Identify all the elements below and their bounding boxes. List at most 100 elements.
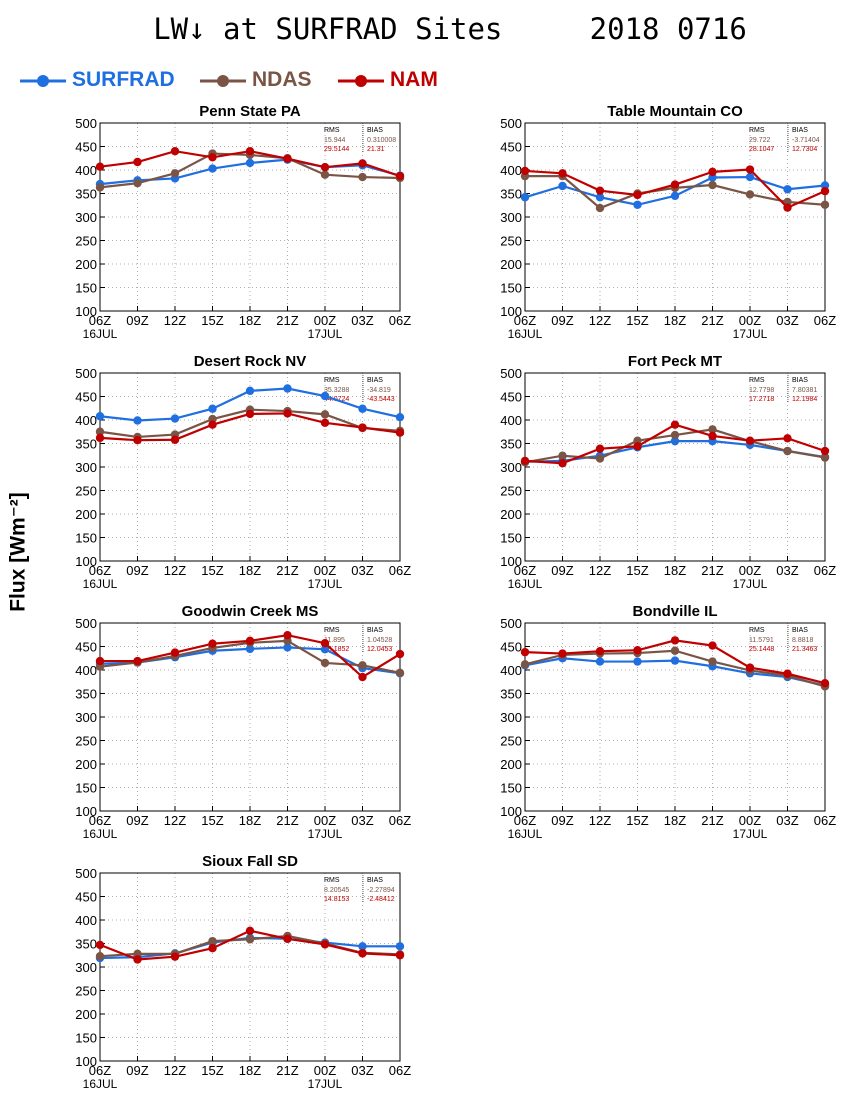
data-point-surfrad bbox=[133, 416, 142, 425]
chart-title: Goodwin Creek MS bbox=[182, 603, 319, 620]
data-point-nam bbox=[520, 647, 530, 657]
data-point-surfrad bbox=[358, 942, 367, 951]
x-tick-label: 15Z bbox=[201, 813, 223, 828]
x-tick-label: 03Z bbox=[776, 563, 798, 578]
x-tick-label: 21Z bbox=[276, 563, 298, 578]
chart-panel-5: Bondville IL 100 150 200 250 300 350 400 450 500 0… bbox=[500, 603, 836, 841]
y-tick-label: 350 bbox=[500, 187, 522, 202]
x-tick-label: 15Z bbox=[201, 313, 223, 328]
x-tick-label: 00Z bbox=[739, 313, 761, 328]
x-tick-label: 12Z bbox=[589, 313, 611, 328]
data-point-surfrad bbox=[95, 412, 105, 421]
data-point-ndas bbox=[783, 446, 792, 456]
legend-label-nam: NAM bbox=[390, 68, 438, 91]
data-point-ndas bbox=[558, 451, 567, 460]
y-tick-label: 200 bbox=[75, 257, 97, 272]
data-point-nam bbox=[745, 663, 755, 672]
data-point-surfrad bbox=[745, 172, 755, 182]
stats-header-rms: RMS bbox=[324, 377, 340, 384]
chart-panel-0: Penn State PA 100 150 200 250 300 350 400 450 500… bbox=[75, 103, 411, 341]
data-point-surfrad bbox=[320, 391, 330, 401]
x-date-label: 16JUL bbox=[508, 327, 543, 341]
y-tick-label: 100 bbox=[500, 554, 522, 569]
data-point-nam bbox=[208, 944, 217, 953]
y-tick-label: 300 bbox=[500, 710, 522, 725]
data-point-ndas bbox=[708, 657, 717, 666]
y-tick-label: 150 bbox=[75, 281, 97, 296]
data-point-surfrad bbox=[670, 436, 680, 446]
x-date-label: 17JUL bbox=[308, 577, 343, 591]
y-tick-label: 300 bbox=[500, 460, 522, 475]
chart-title: Desert Rock NV bbox=[194, 353, 307, 370]
data-point-nam bbox=[208, 153, 217, 162]
y-tick-label: 200 bbox=[500, 507, 522, 522]
data-point-surfrad bbox=[320, 645, 330, 654]
data-point-nam bbox=[133, 955, 142, 964]
stats-bias-value: 12.7304 bbox=[792, 146, 817, 153]
y-tick-label: 100 bbox=[500, 804, 522, 819]
data-point-ndas bbox=[395, 668, 405, 678]
x-tick-label: 06Z bbox=[514, 313, 536, 328]
data-point-surfrad bbox=[358, 404, 367, 413]
y-tick-label: 500 bbox=[500, 616, 522, 631]
y-tick-label: 250 bbox=[75, 734, 97, 749]
y-tick-label: 150 bbox=[75, 531, 97, 546]
y-tick-label: 250 bbox=[75, 484, 97, 499]
x-tick-label: 18Z bbox=[664, 313, 686, 328]
y-tick-label: 350 bbox=[75, 937, 97, 952]
y-tick-label: 200 bbox=[75, 507, 97, 522]
y-tick-label: 250 bbox=[500, 734, 522, 749]
y-tick-label: 350 bbox=[75, 437, 97, 452]
data-point-nam bbox=[670, 180, 680, 189]
data-point-ndas bbox=[358, 172, 367, 182]
x-tick-label: 06Z bbox=[514, 813, 536, 828]
stats-rms-value: 35.3288 bbox=[324, 387, 349, 394]
stats-bias-value: -34.819 bbox=[367, 387, 391, 394]
data-point-nam bbox=[395, 951, 405, 960]
data-point-surfrad bbox=[670, 656, 680, 665]
x-tick-label: 21Z bbox=[276, 1063, 298, 1078]
x-tick-label: 18Z bbox=[239, 563, 261, 578]
x-tick-label: 12Z bbox=[589, 813, 611, 828]
data-point-nam bbox=[283, 154, 292, 163]
chart-panel-3: Fort Peck MT 100 150 200 250 300 350 400 450 500 0… bbox=[500, 353, 836, 591]
y-tick-label: 300 bbox=[75, 710, 97, 725]
data-point-nam bbox=[320, 940, 330, 949]
x-tick-label: 21Z bbox=[701, 313, 723, 328]
stats-rms-value: 17.2718 bbox=[749, 396, 774, 403]
stats-header-bias: BIAS bbox=[792, 127, 808, 134]
data-point-nam bbox=[595, 647, 605, 656]
series-line-ndas bbox=[524, 649, 826, 688]
x-date-label: 16JUL bbox=[508, 827, 543, 841]
x-tick-label: 03Z bbox=[351, 813, 373, 828]
data-point-ndas bbox=[820, 200, 830, 209]
data-point-nam bbox=[208, 420, 217, 429]
x-date-label: 17JUL bbox=[733, 827, 768, 841]
stats-rms-value: 29.722 bbox=[749, 137, 771, 144]
y-tick-label: 250 bbox=[75, 984, 97, 999]
x-tick-label: 06Z bbox=[89, 813, 111, 828]
data-point-nam bbox=[170, 147, 180, 156]
stats-header-bias: BIAS bbox=[367, 627, 383, 634]
x-tick-label: 06Z bbox=[389, 813, 411, 828]
data-point-ndas bbox=[95, 183, 105, 192]
x-tick-label: 21Z bbox=[276, 813, 298, 828]
y-tick-label: 150 bbox=[75, 1031, 97, 1046]
stats-rms-value: 11.895 bbox=[324, 637, 345, 644]
y-tick-label: 450 bbox=[500, 640, 522, 655]
x-tick-label: 03Z bbox=[351, 313, 373, 328]
data-point-ndas bbox=[208, 936, 217, 946]
stats-rms-value: 25.1448 bbox=[749, 646, 774, 653]
x-tick-label: 09Z bbox=[126, 813, 148, 828]
data-point-nam bbox=[745, 165, 755, 174]
data-point-surfrad bbox=[283, 643, 292, 652]
data-point-nam bbox=[358, 949, 367, 958]
data-point-nam bbox=[170, 435, 180, 444]
y-tick-label: 250 bbox=[500, 234, 522, 249]
y-tick-label: 500 bbox=[75, 116, 97, 131]
data-point-nam bbox=[820, 186, 830, 196]
data-point-nam bbox=[358, 423, 367, 432]
stats-bias-value: 21.31 bbox=[367, 146, 385, 153]
x-tick-label: 03Z bbox=[351, 563, 373, 578]
